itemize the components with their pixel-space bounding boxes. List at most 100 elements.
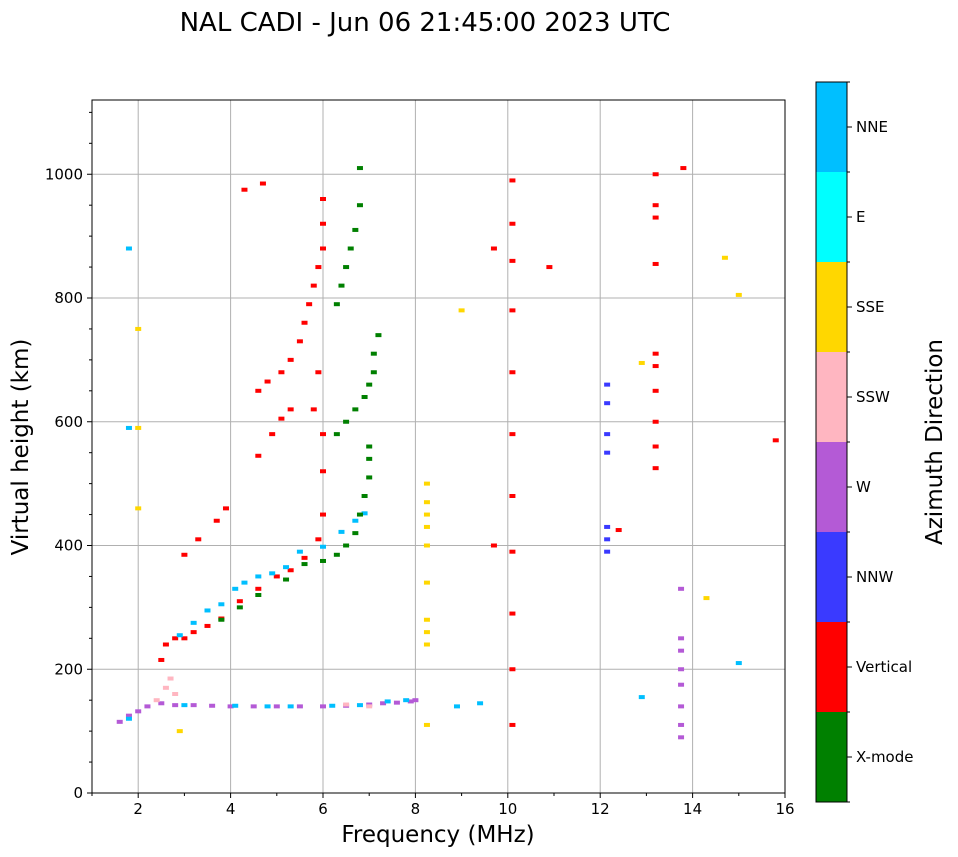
data-point: [190, 620, 197, 625]
colorbar-segment: [816, 262, 847, 352]
data-point: [735, 661, 742, 666]
data-point: [458, 308, 465, 313]
colorbar-segment: [816, 532, 847, 622]
data-point: [347, 246, 354, 251]
data-point: [125, 716, 132, 721]
data-point: [172, 692, 179, 696]
data-point: [423, 642, 430, 647]
colorbar-tick-label: E: [856, 208, 865, 226]
data-point: [195, 537, 202, 542]
y-tick-label: 600: [54, 413, 83, 431]
data-point: [236, 605, 243, 610]
data-point: [227, 704, 234, 709]
data-point: [423, 512, 430, 517]
data-point: [176, 729, 183, 734]
data-point: [352, 531, 359, 536]
data-point: [509, 611, 516, 616]
plot-frame: [91, 99, 786, 794]
x-tick-label: 12: [591, 800, 610, 818]
data-point: [255, 388, 262, 393]
data-point: [356, 203, 363, 208]
data-point: [255, 574, 262, 579]
data-point: [287, 704, 294, 709]
data-point: [296, 704, 303, 709]
data-point: [638, 695, 645, 700]
data-point: [218, 617, 225, 622]
colorbar-segment: [816, 442, 847, 532]
data-point: [604, 524, 611, 529]
data-point: [352, 407, 359, 412]
data-point: [615, 528, 622, 533]
x-tick-label: 2: [133, 800, 143, 818]
data-point: [509, 722, 516, 727]
data-point: [652, 364, 659, 369]
data-point: [638, 360, 645, 365]
y-tick-label: 200: [54, 660, 83, 678]
data-point: [407, 699, 414, 704]
colorbar-tick-label: SSW: [856, 388, 890, 406]
y-tick-label: 400: [54, 537, 83, 555]
data-point: [509, 432, 516, 437]
data-point: [703, 596, 710, 601]
data-point: [343, 543, 350, 548]
data-point: [320, 221, 326, 226]
data-point: [735, 292, 742, 297]
data-point: [652, 261, 659, 266]
data-point: [384, 699, 391, 704]
colorbar-tick-label: NNW: [856, 568, 893, 586]
data-point: [423, 543, 430, 548]
data-point: [356, 703, 363, 708]
data-point: [222, 506, 229, 511]
colorbar-segment: [816, 712, 847, 802]
colorbar-segment: [816, 352, 847, 442]
data-point: [678, 636, 685, 641]
data-point: [509, 258, 516, 263]
data-point: [352, 518, 359, 523]
data-point: [652, 203, 659, 208]
data-point: [370, 370, 377, 375]
colorbar-tick-label: X-mode: [856, 748, 913, 766]
data-point: [490, 246, 497, 251]
data-point: [320, 558, 326, 563]
data-point: [333, 432, 340, 437]
colorbar-tick-label: W: [856, 478, 871, 496]
data-point: [209, 703, 216, 708]
data-point: [652, 444, 659, 449]
x-tick-label: 6: [318, 800, 328, 818]
data-point: [338, 529, 345, 534]
data-point: [509, 178, 516, 183]
data-point: [135, 709, 142, 714]
data-point: [158, 701, 165, 706]
data-point: [172, 703, 179, 708]
data-point: [361, 494, 368, 498]
colorbar-tick-label: NNE: [856, 118, 888, 136]
x-axis-label: Frequency (MHz): [341, 822, 534, 848]
data-point: [604, 450, 611, 455]
data-point: [333, 302, 340, 307]
data-point: [375, 333, 382, 338]
data-point: [320, 544, 326, 549]
data-point: [181, 703, 188, 708]
colorbar-segment: [816, 82, 847, 172]
data-point: [652, 172, 659, 177]
data-point: [315, 265, 322, 270]
data-point: [343, 702, 350, 707]
data-point: [283, 565, 290, 570]
colorbar-frame: [815, 81, 848, 803]
data-point: [366, 444, 373, 449]
data-point: [125, 713, 132, 718]
data-point: [320, 469, 326, 474]
data-point: [329, 703, 336, 708]
colorbar-tick-label: SSE: [856, 298, 885, 316]
y-tick-label: 0: [73, 784, 83, 802]
colorbar-tick-label: Vertical: [856, 658, 912, 676]
data-point: [546, 265, 553, 270]
data-point: [678, 682, 685, 687]
data-point: [652, 351, 659, 356]
data-point: [190, 703, 197, 708]
data-point: [604, 432, 611, 437]
data-point: [255, 593, 262, 597]
data-point: [176, 633, 183, 638]
data-point: [264, 379, 271, 384]
data-point: [320, 197, 326, 201]
